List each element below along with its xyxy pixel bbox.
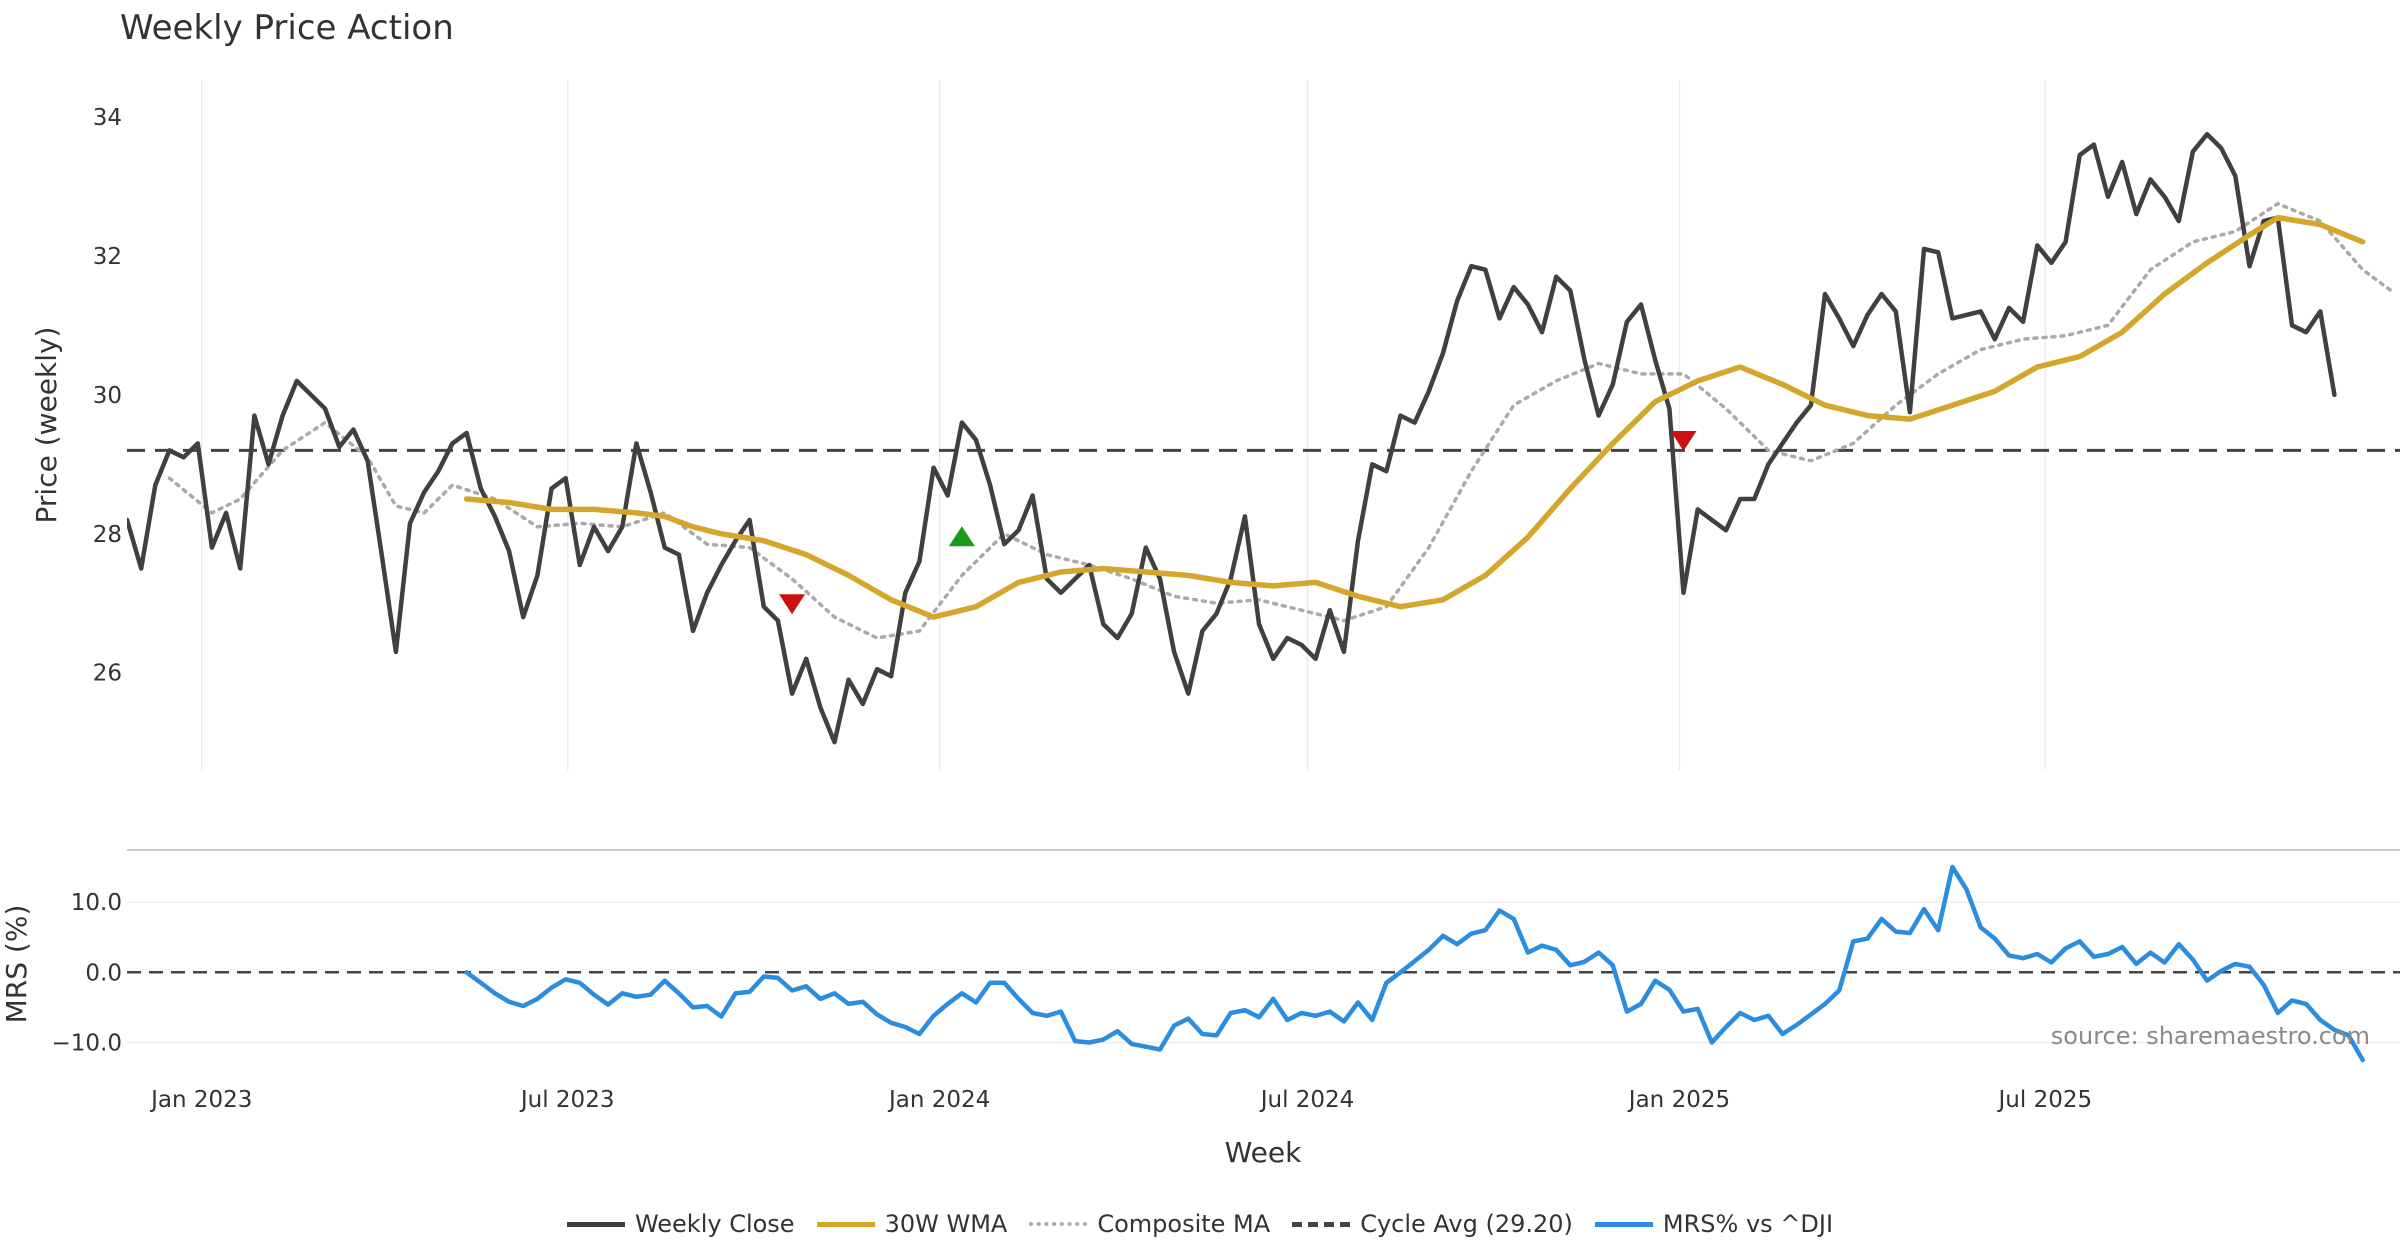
legend-swatch (566, 1221, 625, 1227)
source-note: source: sharemaestro.com (2051, 1022, 2370, 1050)
legend-label: Weekly Close (634, 1210, 795, 1238)
legend-swatch (1029, 1222, 1088, 1226)
legend-item: Composite MA (1029, 1210, 1270, 1238)
legend-label: Composite MA (1097, 1210, 1271, 1238)
price-panel (127, 131, 2400, 745)
axes: Jan 2023 Jul 2023 Jan 2024 Jul 2024 Jan 2025… (52, 105, 2093, 1113)
legend: Weekly Close 30W WMA Composite MA Cycle Avg… (0, 1210, 2400, 1238)
legend-swatch (816, 1221, 875, 1227)
x-tick-label: Jul 2025 (1997, 1087, 2093, 1113)
legend-swatch (1594, 1221, 1653, 1227)
x-tick-label: Jul 2024 (1259, 1087, 1355, 1113)
legend-label: Cycle Avg (29.20) (1360, 1210, 1573, 1238)
composite-ma-line (167, 201, 2393, 640)
x-tick-label: Jul 2023 (519, 1087, 615, 1113)
wma-30w-line (463, 214, 2366, 620)
mrs-axis-label: MRS (%) (0, 905, 33, 1024)
x-tick-label: Jan 2025 (1627, 1087, 1730, 1113)
mrs-panel (127, 864, 2400, 1063)
legend-item: 30W WMA (816, 1210, 1008, 1238)
x-axis-label: Week (1225, 1136, 1302, 1169)
price-y-tick-label: 32 (93, 244, 122, 270)
price-y-tick-label: 26 (93, 661, 122, 687)
price-y-tick-label: 28 (93, 522, 122, 548)
legend-item: MRS% vs ^DJI (1594, 1210, 1834, 1238)
legend-label: 30W WMA (884, 1210, 1008, 1238)
legend-item: Cycle Avg (29.20) (1292, 1210, 1573, 1238)
sell-signal-marker (1670, 430, 1697, 451)
mrs-y-tick-label: −10.0 (52, 1030, 122, 1056)
mrs-y-tick-label: 10.0 (71, 890, 122, 916)
x-tick-label: Jan 2023 (149, 1087, 252, 1113)
grid (127, 80, 2400, 1044)
mrs-line (464, 864, 2365, 1063)
buy-signal-marker (948, 526, 975, 547)
chart-title: Weekly Price Action (120, 8, 454, 48)
x-tick-label: Jan 2024 (887, 1087, 990, 1113)
mrs-y-tick-label: 0.0 (85, 960, 122, 986)
price-y-tick-label: 30 (93, 383, 122, 409)
price-axis-label: Price (weekly) (30, 327, 63, 524)
price-y-tick-label: 34 (93, 105, 122, 131)
legend-label: MRS% vs ^DJI (1662, 1210, 1834, 1238)
legend-item: Weekly Close (566, 1210, 795, 1238)
weekly-close-line (127, 131, 2337, 745)
legend-swatch (1292, 1221, 1351, 1227)
sell-signal-marker (779, 594, 806, 615)
